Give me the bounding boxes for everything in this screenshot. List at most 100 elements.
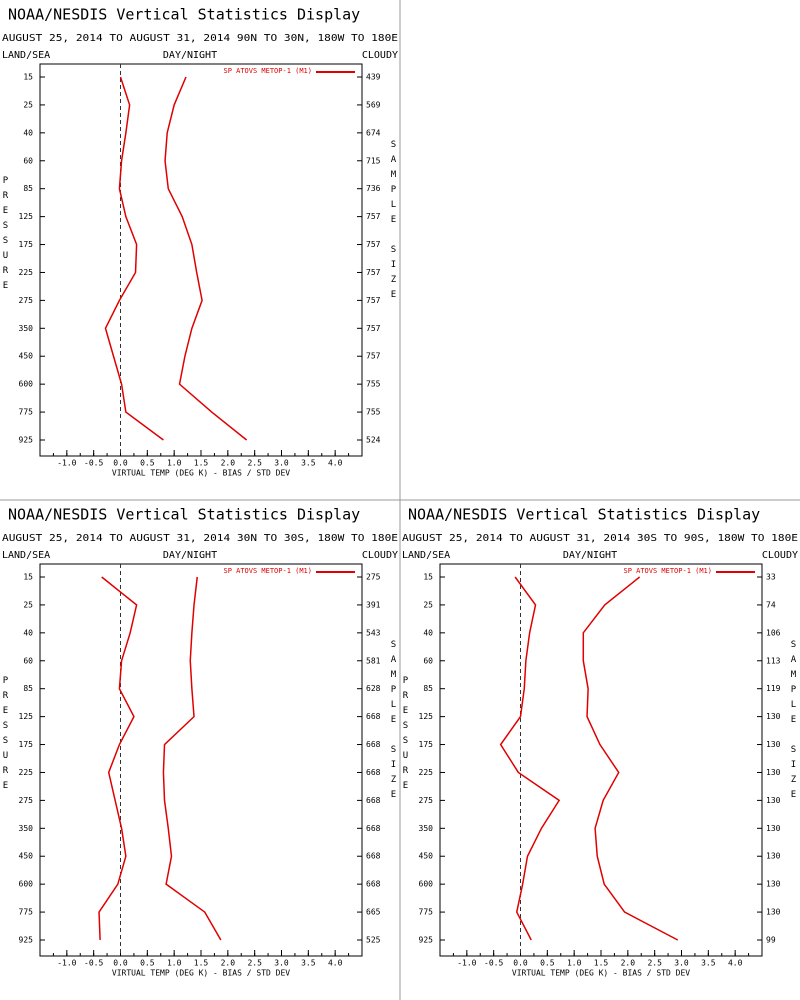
sample-size: 391 xyxy=(366,600,381,609)
y-axis-label: PRESSURE xyxy=(1,176,11,296)
y-tick-label: 85 xyxy=(23,684,33,693)
y-tick-label: 925 xyxy=(419,936,434,945)
y-tick-label: 775 xyxy=(19,408,34,417)
x-tick-label: 4.0 xyxy=(328,459,343,468)
x-tick-label: 2.0 xyxy=(221,459,236,468)
day-night: DAY/NIGHT xyxy=(163,50,217,61)
x-tick-label: 3.5 xyxy=(301,959,316,968)
x-tick-label: 2.0 xyxy=(621,959,636,968)
subtitle: AUGUST 25, 2014 TO AUGUST 31, 2014 30S T… xyxy=(402,533,798,544)
sample-size: 581 xyxy=(366,656,381,665)
y-axis-label: PRESSURE xyxy=(401,676,411,796)
sample-size: 755 xyxy=(366,408,381,417)
y-tick-label: 85 xyxy=(23,184,33,193)
x-tick-label: -0.5 xyxy=(84,459,103,468)
y-tick-label: 40 xyxy=(23,628,33,637)
land-sea: LAND/SEA xyxy=(2,50,50,61)
sample-size: 543 xyxy=(366,628,381,637)
y-tick-label: 25 xyxy=(23,100,33,109)
x-axis-label: VIRTUAL TEMP (DEG K) - BIAS / STD DEV xyxy=(512,969,690,978)
y-tick-label: 25 xyxy=(423,600,433,609)
subtitle: AUGUST 25, 2014 TO AUGUST 31, 2014 30N T… xyxy=(2,533,398,544)
x-tick-label: 0.0 xyxy=(113,459,128,468)
x-tick-label: 2.5 xyxy=(647,959,662,968)
cloudy: CLOUDY xyxy=(762,550,798,561)
series-line xyxy=(164,76,248,441)
x-tick-label: -1.0 xyxy=(57,459,76,468)
sample-size: 106 xyxy=(766,628,781,637)
sample-size: 439 xyxy=(366,73,381,82)
y-tick-label: 40 xyxy=(23,128,33,137)
sample-size: 74 xyxy=(766,600,776,609)
y-tick-label: 175 xyxy=(19,240,34,249)
x-tick-label: 4.0 xyxy=(328,959,343,968)
y-tick-label: 450 xyxy=(19,352,34,361)
chart-title: NOAA/NESDIS Vertical Statistics Display xyxy=(8,6,360,24)
day-night: DAY/NIGHT xyxy=(163,550,217,561)
series-line xyxy=(582,576,679,941)
legend-label: SP ATOVS METOP-1 (M1) xyxy=(623,567,712,575)
y-tick-label: 350 xyxy=(19,824,34,833)
y-tick-label: 275 xyxy=(19,796,34,805)
sample-size: 130 xyxy=(766,852,781,861)
sample-size: 99 xyxy=(766,936,776,945)
y-tick-label: 275 xyxy=(19,296,34,305)
x-tick-label: -1.0 xyxy=(57,959,76,968)
x-axis-label: VIRTUAL TEMP (DEG K) - BIAS / STD DEV xyxy=(112,469,290,478)
y-tick-label: 125 xyxy=(419,712,434,721)
sample-size: 524 xyxy=(366,436,381,445)
y-tick-label: 225 xyxy=(19,268,34,277)
y-tick-label: 450 xyxy=(419,852,434,861)
sample-size: 668 xyxy=(366,824,381,833)
panel: NOAA/NESDIS Vertical Statistics Display A… xyxy=(401,506,799,978)
y-tick-label: 15 xyxy=(23,573,33,582)
series-line xyxy=(162,576,222,941)
sample-size: 119 xyxy=(766,684,781,693)
y-tick-label: 600 xyxy=(19,880,34,889)
sample-size: 668 xyxy=(366,852,381,861)
sample-size: 130 xyxy=(766,712,781,721)
y-tick-label: 15 xyxy=(423,573,433,582)
sample-size: 130 xyxy=(766,880,781,889)
y-tick-label: 775 xyxy=(419,908,434,917)
y-tick-label: 60 xyxy=(23,156,33,165)
sample-size: 665 xyxy=(366,908,381,917)
x-tick-label: 3.0 xyxy=(674,959,689,968)
subtitle: AUGUST 25, 2014 TO AUGUST 31, 2014 90N T… xyxy=(2,33,398,44)
y-tick-label: 60 xyxy=(23,656,33,665)
x-tick-label: 0.5 xyxy=(140,459,155,468)
x-tick-label: 0.5 xyxy=(540,959,555,968)
x-tick-label: 0.0 xyxy=(513,959,528,968)
y-tick-label: 175 xyxy=(419,740,434,749)
cloudy: CLOUDY xyxy=(362,50,398,61)
x-tick-label: 1.5 xyxy=(194,959,209,968)
x-tick-label: -0.5 xyxy=(484,959,503,968)
y-tick-label: 450 xyxy=(19,852,34,861)
y-tick-label: 125 xyxy=(19,712,34,721)
sample-size: 668 xyxy=(366,880,381,889)
x-tick-label: 1.5 xyxy=(194,459,209,468)
sample-size: 130 xyxy=(766,908,781,917)
series-line xyxy=(98,576,138,941)
y-tick-label: 600 xyxy=(19,380,34,389)
x-tick-label: 1.0 xyxy=(567,959,582,968)
legend-label: SP ATOVS METOP-1 (M1) xyxy=(223,567,312,575)
x-tick-label: 1.5 xyxy=(594,959,609,968)
x-tick-label: 1.0 xyxy=(167,959,182,968)
y-tick-label: 85 xyxy=(423,684,433,693)
chart-title: NOAA/NESDIS Vertical Statistics Display xyxy=(408,506,760,524)
chart-title: NOAA/NESDIS Vertical Statistics Display xyxy=(8,506,360,524)
y-tick-label: 275 xyxy=(419,796,434,805)
sample-size: 33 xyxy=(766,573,776,582)
x-tick-label: 3.5 xyxy=(701,959,716,968)
x-tick-label: -0.5 xyxy=(84,959,103,968)
x-tick-label: 3.0 xyxy=(274,959,289,968)
y-tick-label: 225 xyxy=(419,768,434,777)
y-tick-label: 600 xyxy=(419,880,434,889)
sample-size: 275 xyxy=(366,573,381,582)
y-tick-label: 40 xyxy=(423,628,433,637)
sample-size: 757 xyxy=(366,240,381,249)
y-tick-label: 125 xyxy=(19,212,34,221)
sample-size: 628 xyxy=(366,684,381,693)
